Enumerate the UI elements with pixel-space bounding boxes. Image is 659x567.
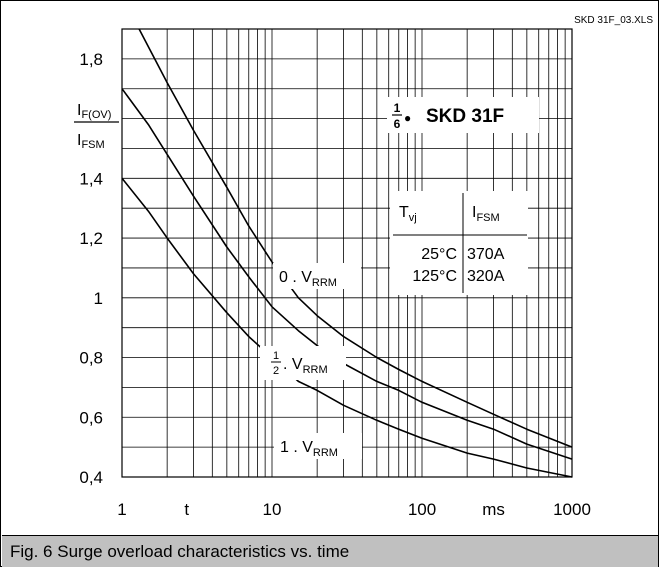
y-tick-label: 0,6: [79, 408, 103, 427]
figure-caption: Fig. 6 Surge overload characteristics vs…: [10, 542, 350, 561]
table-row-1-temp: 25°C: [421, 246, 457, 263]
table-h2-main: I: [472, 204, 476, 221]
tick-labels: 1 t 10 100 ms 1000 1,8 1,4 1,2 1 0,8 0,6 0,4: [79, 50, 591, 519]
y-tick-label: 0,4: [79, 468, 103, 487]
x-tick-label: t: [184, 500, 189, 519]
y-tick-label: 1,4: [79, 169, 103, 188]
svg-text:IFSM: IFSM: [472, 204, 500, 224]
table-row-2-current: 320A: [467, 268, 505, 285]
curve-label-half: 1 2 . VRRM: [260, 346, 346, 380]
curve-label-1-prefix: 1 . V: [280, 439, 313, 456]
x-tick-label: 100: [408, 500, 436, 519]
plot-border: [121, 28, 573, 478]
device-title: 1 6 ● SKD 31F: [387, 97, 539, 133]
device-bullet: ●: [404, 111, 411, 125]
ylabel-den-main: I: [77, 132, 81, 149]
curve-label-1-bg: [274, 433, 362, 459]
rating-table: Tvj IFSM 25°C 370A 125°C 320A: [390, 191, 528, 295]
series-line-2: [121, 177, 573, 478]
curve-label-half-sub: RRM: [303, 364, 328, 376]
curve-label-0-sub: RRM: [312, 277, 337, 289]
curve-label-0: 0 . VRRM: [273, 263, 361, 289]
table-h1-sub: vj: [409, 212, 417, 224]
svg-text:Tvj: Tvj: [399, 204, 417, 224]
y-tick-label: 1: [94, 289, 103, 308]
curve-label-1-sub: RRM: [313, 447, 338, 459]
device-title-bg: [387, 97, 539, 133]
ylabel-den-sub: FSM: [81, 139, 104, 151]
x-tick-label: 10: [263, 500, 282, 519]
curve-label-half-num: 1: [273, 350, 279, 362]
caption-bar: Fig. 6 Surge overload characteristics vs…: [2, 535, 658, 567]
curve-label-half-prefix: . V: [283, 356, 303, 373]
curve-label-half-den: 2: [273, 365, 279, 377]
curve-label-1: 1 . VRRM: [274, 433, 362, 459]
curve-label-half-bg: [260, 346, 346, 380]
chart-canvas: SKD 31F_03.XLS 1 t 10 100 ms 1000 1,8 1,4 1,2 1 0,…: [74, 15, 653, 519]
series-line-1: [121, 88, 573, 460]
x-tick-label: 1: [117, 500, 126, 519]
series-line-0: [138, 28, 573, 448]
svg-text:1 . VRRM: 1 . VRRM: [280, 439, 338, 459]
y-tick-label: 1,2: [79, 229, 103, 248]
device-fraction-den: 6: [394, 117, 401, 131]
svg-text:IFSM: IFSM: [77, 132, 105, 151]
table-row-1-current: 370A: [467, 246, 505, 263]
device-name: SKD 31F: [426, 106, 504, 127]
ylabel-num-main: I: [77, 102, 81, 119]
x-tick-label: 1000: [553, 500, 591, 519]
curves: [121, 28, 573, 478]
ylabel-num-sub: F(OV): [81, 109, 111, 121]
table-bg: [390, 191, 528, 295]
curve-label-0-prefix: 0 . V: [279, 269, 312, 286]
svg-text:. VRRM: . VRRM: [283, 356, 328, 376]
y-axis-label: IF(OV) IFSM: [74, 102, 119, 151]
table-row-2-temp: 125°C: [412, 268, 457, 285]
curve-label-0-bg: [273, 263, 361, 289]
svg-text:0 . VRRM: 0 . VRRM: [279, 269, 337, 289]
file-label: SKD 31F_03.XLS: [574, 15, 653, 26]
device-fraction-num: 1: [394, 101, 401, 115]
y-tick-label: 1,8: [79, 50, 103, 69]
y-tick-label: 0,8: [79, 349, 103, 368]
table-h2-sub: FSM: [476, 212, 499, 224]
svg-text:IF(OV): IF(OV): [77, 102, 111, 121]
x-tick-label: ms: [482, 500, 505, 519]
table-h1-main: T: [399, 204, 409, 221]
